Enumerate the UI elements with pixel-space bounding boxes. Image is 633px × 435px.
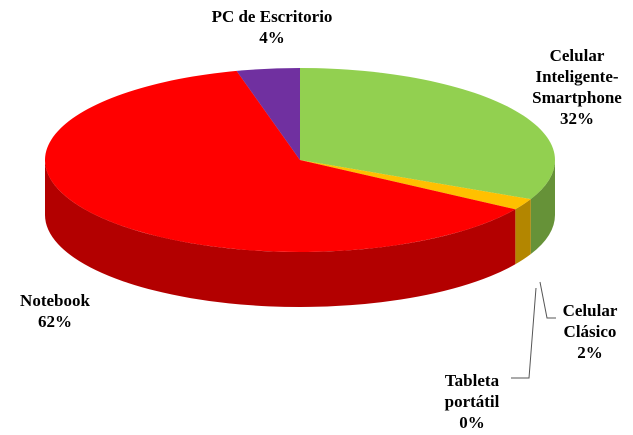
data-label: PC de Escritorio 4% [192,6,352,48]
leader-line [511,287,537,379]
data-label: Celular Inteligente-Smartphone 32% [522,45,632,129]
pie-slice [236,68,300,160]
data-label: Tableta portátil 0% [432,370,512,433]
pie-slice-side [530,160,555,255]
category-label: Celular Inteligente-Smartphone [532,46,622,107]
pie-slice-side [515,199,531,265]
pie-tops [44,68,555,253]
value-label: 32% [560,109,594,128]
category-label: Celular Clásico [562,301,618,341]
pie-slice [300,68,555,200]
pie-slice [44,70,516,253]
leader-line [539,281,556,319]
data-label: Notebook 62% [5,290,105,332]
value-label: 0% [459,413,485,432]
category-label: Notebook [20,291,90,310]
value-label: 4% [259,28,285,47]
category-label: PC de Escritorio [211,7,333,26]
value-label: 62% [38,312,72,331]
pie-slice [300,160,531,210]
category-label: Tableta portátil [444,371,500,411]
pie-sides [45,160,555,308]
value-label: 2% [577,343,603,362]
pie-slice-side [45,160,516,308]
data-label: Celular Clásico 2% [550,300,630,363]
